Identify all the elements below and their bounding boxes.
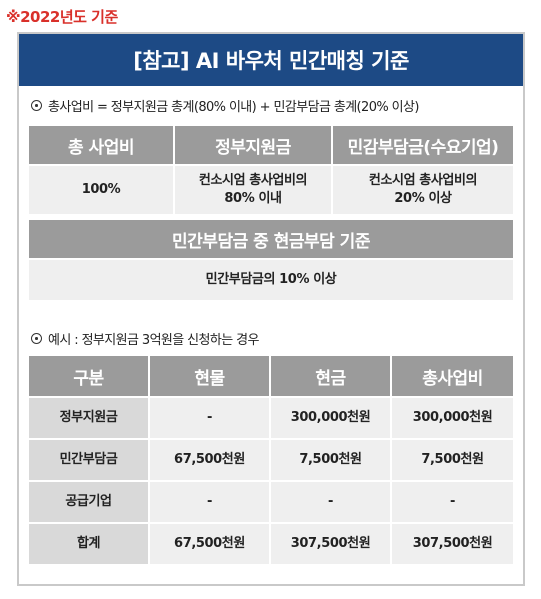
- table-cell: -: [150, 482, 271, 522]
- ratio-header-row: 총 사업비 정부지원금 민감부담금(수요기업): [29, 126, 513, 164]
- ratio-value-gov: 컨소시엄 총사업비의 80% 이내: [175, 166, 333, 214]
- example-header-inkind: 현물: [150, 356, 271, 396]
- bullet-circle-icon: [31, 333, 42, 344]
- table-cell: -: [150, 398, 271, 438]
- ratio-value-private: 컨소시엄 총사업비의 20% 이상: [333, 166, 513, 214]
- table-cell: 307,500천원: [271, 524, 392, 564]
- cash-header: 민간부담금 중 현금부담 기준: [29, 220, 513, 258]
- table-row: 정부지원금 - 300,000천원 300,000천원: [29, 396, 513, 438]
- example-header-total: 총사업비: [392, 356, 513, 396]
- cash-value: 민간부담금의 10% 이상: [29, 260, 513, 300]
- table-cell: -: [271, 482, 392, 522]
- table-cell: -: [392, 482, 513, 522]
- table-row: 공급기업 - - -: [29, 480, 513, 522]
- example-header-cash: 현금: [271, 356, 392, 396]
- ratio-header-private: 민감부담금(수요기업): [333, 126, 513, 164]
- row-label: 정부지원금: [29, 398, 150, 438]
- ratio-value-total: 100%: [29, 166, 175, 214]
- table-cell: 67,500천원: [150, 440, 271, 480]
- table-row: 민간부담금 67,500천원 7,500천원 7,500천원: [29, 438, 513, 480]
- cash-header-row: 민간부담금 중 현금부담 기준: [29, 220, 513, 258]
- info-panel: [참고] AI 바우처 민간매칭 기준 총사업비 = 정부지원금 총계(80% …: [17, 32, 525, 586]
- ratio-header-gov: 정부지원금: [175, 126, 333, 164]
- table-cell: 307,500천원: [392, 524, 513, 564]
- example-header-row: 구분 현물 현금 총사업비: [29, 356, 513, 396]
- example-text: 예시 : 정부지원금 3억원을 신청하는 경우: [48, 333, 259, 348]
- row-label: 공급기업: [29, 482, 150, 522]
- example-table: 구분 현물 현금 총사업비 정부지원금 - 300,000천원 300,000천…: [29, 356, 513, 564]
- table-cell: 67,500천원: [150, 524, 271, 564]
- panel-title: [참고] AI 바우처 민간매칭 기준: [19, 34, 523, 86]
- bullet-circle-icon: [31, 100, 42, 111]
- formula-note: 총사업비 = 정부지원금 총계(80% 이내) + 민감부담금 총계(20% 이…: [29, 96, 419, 115]
- row-label: 민간부담금: [29, 440, 150, 480]
- table-row: 합계 67,500천원 307,500천원 307,500천원: [29, 522, 513, 564]
- formula-text: 총사업비 = 정부지원금 총계(80% 이내) + 민감부담금 총계(20% 이…: [48, 100, 419, 115]
- year-note: ※2022년도 기준: [6, 8, 118, 26]
- table-cell: 7,500천원: [271, 440, 392, 480]
- example-note: 예시 : 정부지원금 3억원을 신청하는 경우: [29, 329, 259, 348]
- ratio-header-total: 총 사업비: [29, 126, 175, 164]
- cash-value-row: 민간부담금의 10% 이상: [29, 260, 513, 300]
- table-cell: 300,000천원: [392, 398, 513, 438]
- row-label: 합계: [29, 524, 150, 564]
- example-header-category: 구분: [29, 356, 150, 396]
- table-cell: 7,500천원: [392, 440, 513, 480]
- table-cell: 300,000천원: [271, 398, 392, 438]
- ratio-value-row: 100% 컨소시엄 총사업비의 80% 이내 컨소시엄 총사업비의 20% 이상: [29, 166, 513, 214]
